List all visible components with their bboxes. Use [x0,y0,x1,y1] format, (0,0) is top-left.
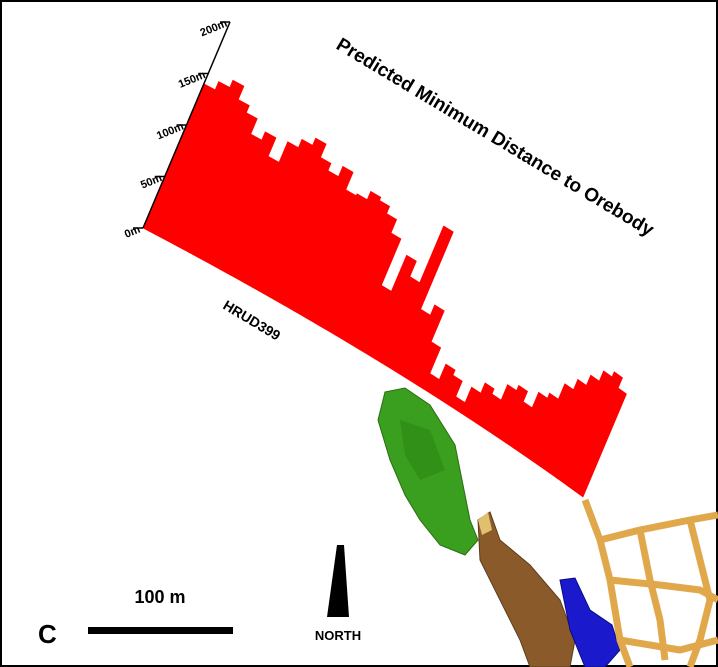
orebody-brown [477,511,576,667]
bar [283,165,354,312]
bar [441,374,463,408]
bar [432,363,456,402]
bar [314,190,382,330]
bar [496,384,529,444]
scale-bar [88,627,233,634]
bar [324,199,391,336]
panel-label: C [38,619,57,649]
north-label: NORTH [315,628,361,643]
bar [165,79,245,247]
tunnels [581,498,718,667]
bar [413,341,442,390]
bar [344,232,402,348]
y-tick-label: 0m [123,224,142,241]
bar [176,99,250,253]
bar [209,131,277,271]
bar [187,112,258,259]
bar [469,382,495,426]
north-arrow [327,545,349,617]
orebody-green [377,387,479,556]
bar [252,137,327,294]
bar [403,304,445,384]
bar [262,156,332,300]
bar [384,225,454,372]
bar [574,387,627,498]
scale-label: 100 m [134,587,185,607]
bar [565,371,623,492]
bar [334,213,398,342]
bar [364,254,417,360]
